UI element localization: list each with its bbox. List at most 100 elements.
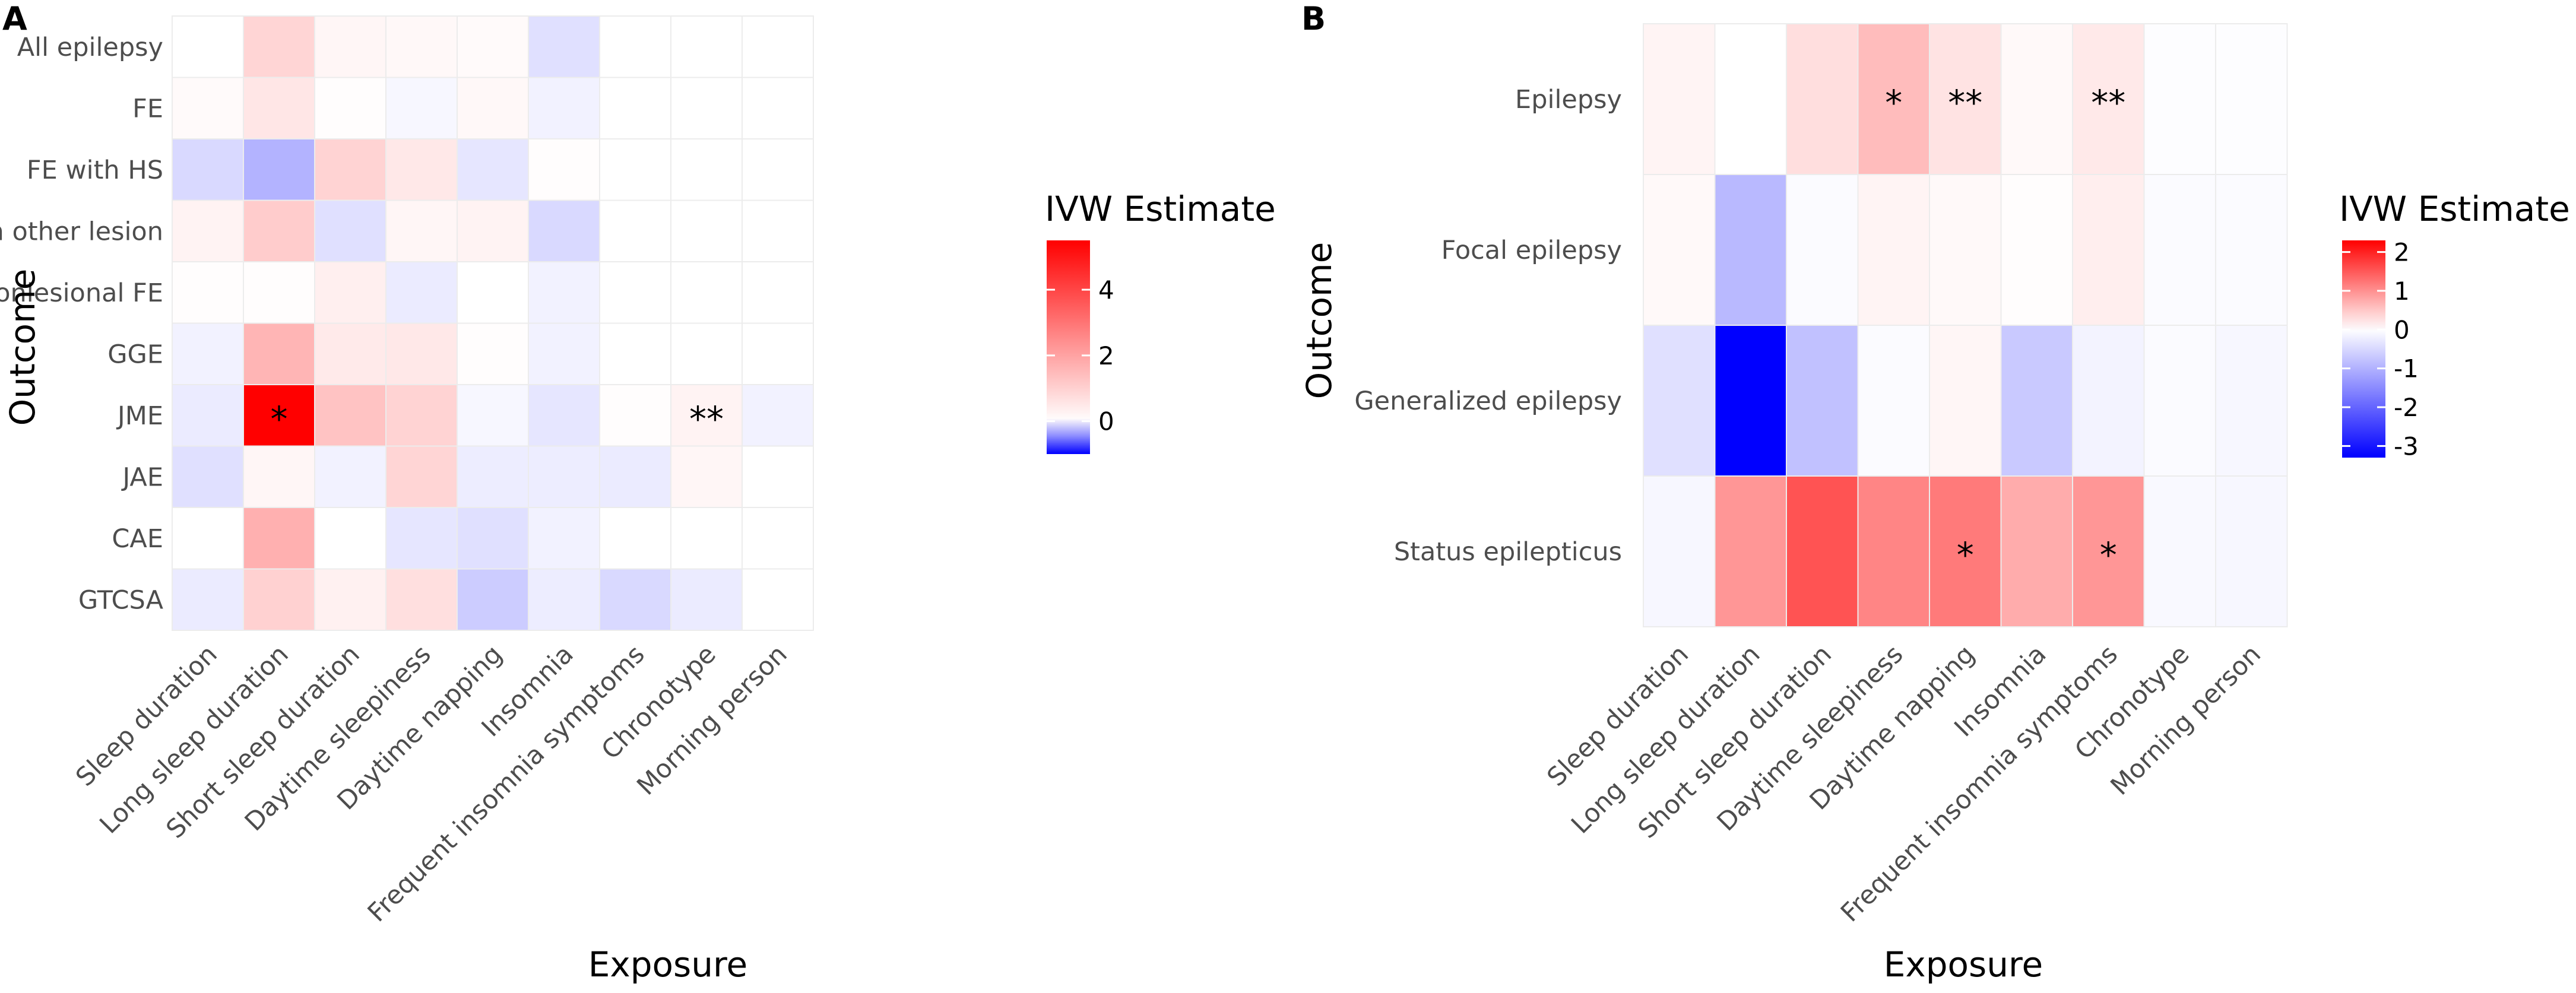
heatmap-b-cell [1929,174,2002,326]
heatmap-a-cell [172,568,244,631]
heatmap-b-cell [1643,475,1716,627]
heatmap-a-cell [243,199,315,262]
legend-tick-label: -3 [2394,432,2419,461]
heatmap-a-cell [670,138,743,201]
heatmap-b-cell [2072,475,2145,627]
heatmap-a-cell [385,445,458,508]
heatmap-b-cell [2215,325,2288,477]
heatmap-a-cell [528,445,600,508]
x-axis-title-a: Exposure [588,944,748,985]
significance-marker: * [1885,83,1902,123]
heatmap-a-cell [599,77,671,139]
row-label-a-jae: JAE [121,462,163,492]
legend-tick-label: -1 [2394,354,2419,383]
heatmap-a-cell [670,15,743,78]
heatmap-a-cell [599,445,671,508]
row-label-a-all-epilepsy: All epilepsy [17,33,163,62]
heatmap-a-cell [314,445,386,508]
heatmap-b-cell [1786,174,1859,326]
heatmap-a-cell [670,445,743,508]
heatmap-a-cell [172,507,244,570]
legend-tick-label: 1 [2394,277,2410,306]
heatmap-a-cell [314,261,386,324]
heatmap-a-cell [599,322,671,385]
row-label-a-jme: JME [116,401,163,431]
heatmap-a-cell [385,568,458,631]
legend-tick-label: 0 [1098,407,1114,436]
heatmap-a-cell [457,568,529,631]
heatmap-a-cell [528,138,600,201]
significance-marker: * [1957,535,1974,575]
row-label-a-gtcsa: GTCSA [78,585,164,615]
heatmap-a-cell [172,261,244,324]
heatmap-a-cell [599,568,671,631]
row-label-b-generalized-epilepsy: Generalized epilepsy [1354,386,1622,416]
heatmap-b-cells [1643,23,2288,627]
heatmap-b-cell [1857,325,1930,477]
y-axis-title-b: Outcome [1299,242,1339,399]
heatmap-a-cell [599,15,671,78]
heatmap-a-cell [670,384,743,447]
heatmap-b-cell [1929,325,2002,477]
legend-tick-label: 2 [2394,238,2410,267]
heatmap-a-annotations: * ** [271,399,724,439]
heatmap-a-cell [599,384,671,447]
legend-tick-label: 0 [2394,315,2410,344]
legend-ticks-b: 2 1 0 -1 -2 -3 [2342,238,2419,461]
legend-a: IVW Estimate 4 2 0 [1045,189,1276,454]
heatmap-b-cell [2215,475,2288,627]
heatmap-a-cell [172,138,244,201]
heatmap-a-cell [599,507,671,570]
heatmap-b-cell [1643,325,1716,477]
heatmap-a-cell [457,507,529,570]
legend-tick-label: -2 [2394,393,2419,422]
heatmap-a-cell [385,77,458,139]
heatmap-a-cell [172,322,244,385]
heatmap-a-cell [457,445,529,508]
heatmap-b-cell [2000,23,2073,175]
heatmap-b-cell [1857,475,1930,627]
heatmap-b-cell [2143,475,2216,627]
panel-label-b: B [1301,0,1326,37]
heatmap-a-cell [742,77,814,139]
x-axis-title-b: Exposure [1884,944,2043,985]
heatmap-a-cell [243,507,315,570]
legend-colorbar-b [2342,240,2385,458]
heatmap-a-cell [670,322,743,385]
row-label-a-fe-with-hs: FE with HS [27,156,163,185]
heatmap-a-cell [243,568,315,631]
heatmap-a-cell [599,261,671,324]
heatmap-a-cell [385,322,458,385]
heatmap-a-cell [172,77,244,139]
heatmap-b-cell [1857,23,1930,175]
heatmap-a-cell [528,15,600,78]
heatmap-a-cell [742,138,814,201]
legend-b: IVW Estimate 2 1 0 -1 -2 -3 [2339,189,2570,461]
heatmap-b-cell [2072,325,2145,477]
heatmap-a-cell [742,384,814,447]
row-label-b-epilepsy: Epilepsy [1515,85,1622,115]
legend-colorbar-a [1047,240,1090,454]
heatmap-b-cell [1929,475,2002,627]
heatmap-a-cell [385,261,458,324]
heatmap-b-cell [1714,23,1787,175]
heatmap-b-cell [2143,325,2216,477]
heatmap-b-annotations: * ** *** * [1885,83,2125,575]
row-label-b-focal-epilepsy: Focal epilepsy [1441,236,1622,265]
heatmap-a-cell [385,15,458,78]
heatmap-a-row-labels: All epilepsy FE FE with HS FE with other le… [0,33,164,616]
heatmap-a-cell [172,199,244,262]
heatmap-a-cell [314,199,386,262]
heatmap-a-cell [742,322,814,385]
heatmap-a-cell [243,322,315,385]
significance-marker: ** [1948,83,1982,123]
heatmap-a-cell [314,77,386,139]
heatmap-a-cell [385,199,458,262]
heatmap-a-cell [528,199,600,262]
heatmap-b-cell [2000,325,2073,477]
heatmap-b-cell [1643,23,1716,175]
heatmap-a-cell [385,138,458,201]
heatmap-b-cell [2143,23,2216,175]
